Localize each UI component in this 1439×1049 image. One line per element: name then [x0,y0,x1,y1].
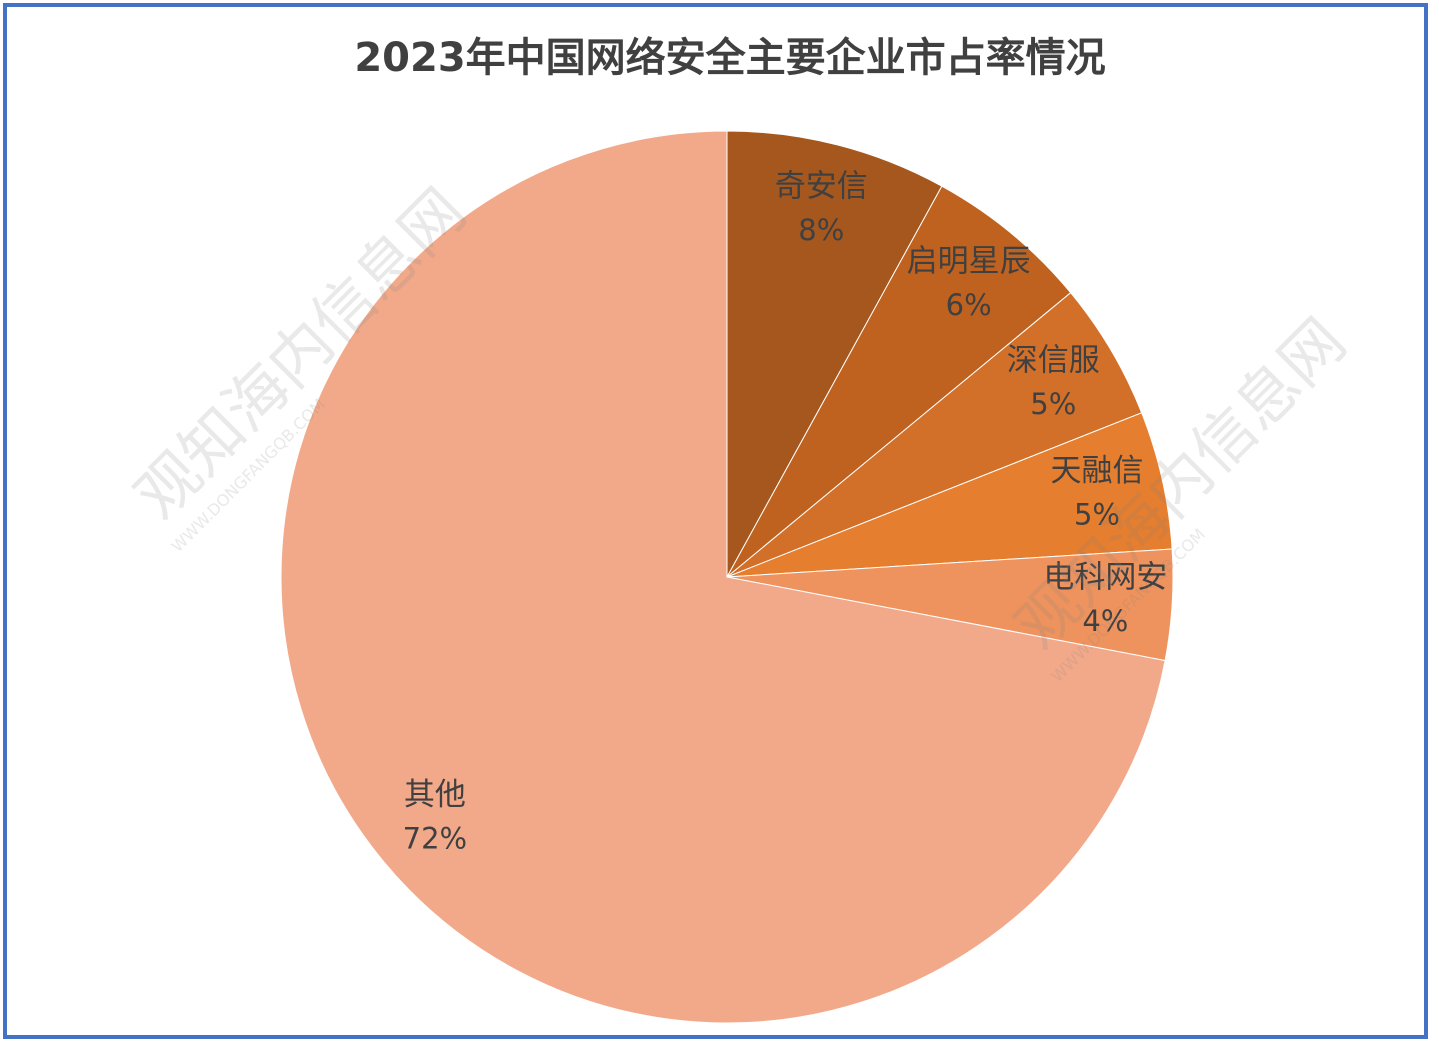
slice-label: 深信服 [1007,343,1100,379]
chart-title: 2023年中国网络安全主要企业市占率情况 [354,35,1105,81]
value-label: 4% [1082,604,1128,638]
pie-slice [726,130,943,578]
value-label: 5% [1030,387,1076,421]
slice-label: 奇安信 [775,168,868,204]
slice-label: 电科网安 [1043,559,1167,595]
pie-slice [280,130,1166,1024]
value-label: 72% [403,822,467,856]
value-label: 5% [1074,497,1120,531]
value-label: 6% [946,288,992,322]
slice-label: 其他 [404,777,466,813]
value-label: 8% [798,213,844,247]
slice-label: 启明星辰 [907,243,1031,279]
pie-slice [726,185,1072,578]
slice-label: 天融信 [1050,453,1143,489]
